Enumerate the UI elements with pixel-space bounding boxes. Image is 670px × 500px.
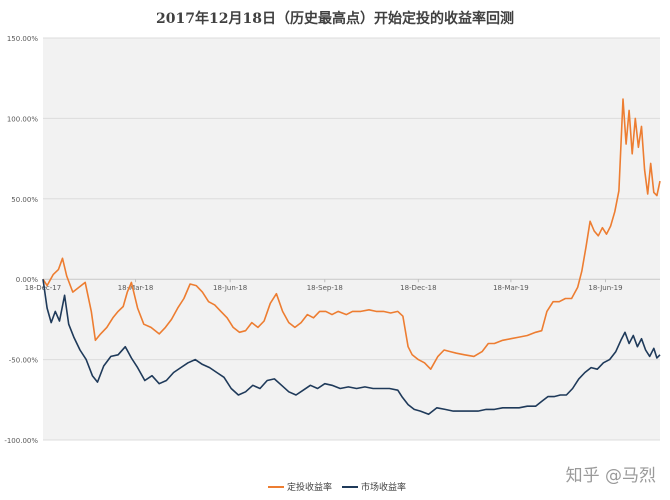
y-axis-ticks: 150.00% 100.00% 50.00% 0.00% -50.00% -100.00% — [4, 35, 38, 445]
x-tick-label: 18-Mar-18 — [118, 284, 154, 292]
series-lines — [42, 98, 661, 416]
x-tick-label: 18-Jun-18 — [213, 284, 247, 292]
legend-swatch-navy — [342, 485, 358, 488]
y-tick-label: -100.00% — [4, 437, 38, 445]
chart-title: 2017年12月18日（历史最高点）开始定投的收益率回测 — [156, 11, 514, 27]
legend: 定投收益率 市场收益率 — [0, 480, 670, 496]
legend-label: 定投收益率 — [287, 483, 333, 493]
y-tick-label: 50.00% — [11, 196, 38, 204]
y-tick-label: 100.00% — [7, 115, 38, 123]
x-tick-label: 18-Dec-18 — [400, 284, 436, 292]
x-tick-label: 18-Sep-18 — [307, 284, 343, 292]
y-tick-label: 0.00% — [16, 276, 39, 284]
series-line-market — [42, 279, 661, 416]
grid-lines — [43, 37, 660, 441]
y-tick-label: 150.00% — [7, 35, 38, 43]
x-tick-label: 18-Jun-19 — [588, 284, 622, 292]
watermark: 知乎 @马烈 — [565, 466, 656, 486]
x-tick-label: 18-Mar-19 — [493, 284, 529, 292]
legend-item-dingtou: 定投收益率 — [268, 480, 332, 493]
x-tick-label: 18-Dec-17 — [25, 284, 61, 292]
legend-swatch-orange — [268, 485, 284, 488]
series-line-dingtou — [42, 98, 661, 371]
x-axis-ticks: 18-Dec-17 18-Mar-18 18-Jun-18 18-Sep-18 18-D… — [25, 279, 623, 292]
plot-area — [43, 38, 660, 440]
y-tick-label: -50.00% — [9, 357, 39, 365]
legend-item-market: 市场收益率 — [342, 480, 406, 493]
legend-label: 市场收益率 — [361, 483, 407, 493]
